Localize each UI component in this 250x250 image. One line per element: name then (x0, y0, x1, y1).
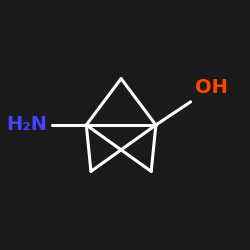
Text: OH: OH (195, 78, 228, 97)
Text: H₂N: H₂N (6, 116, 47, 134)
